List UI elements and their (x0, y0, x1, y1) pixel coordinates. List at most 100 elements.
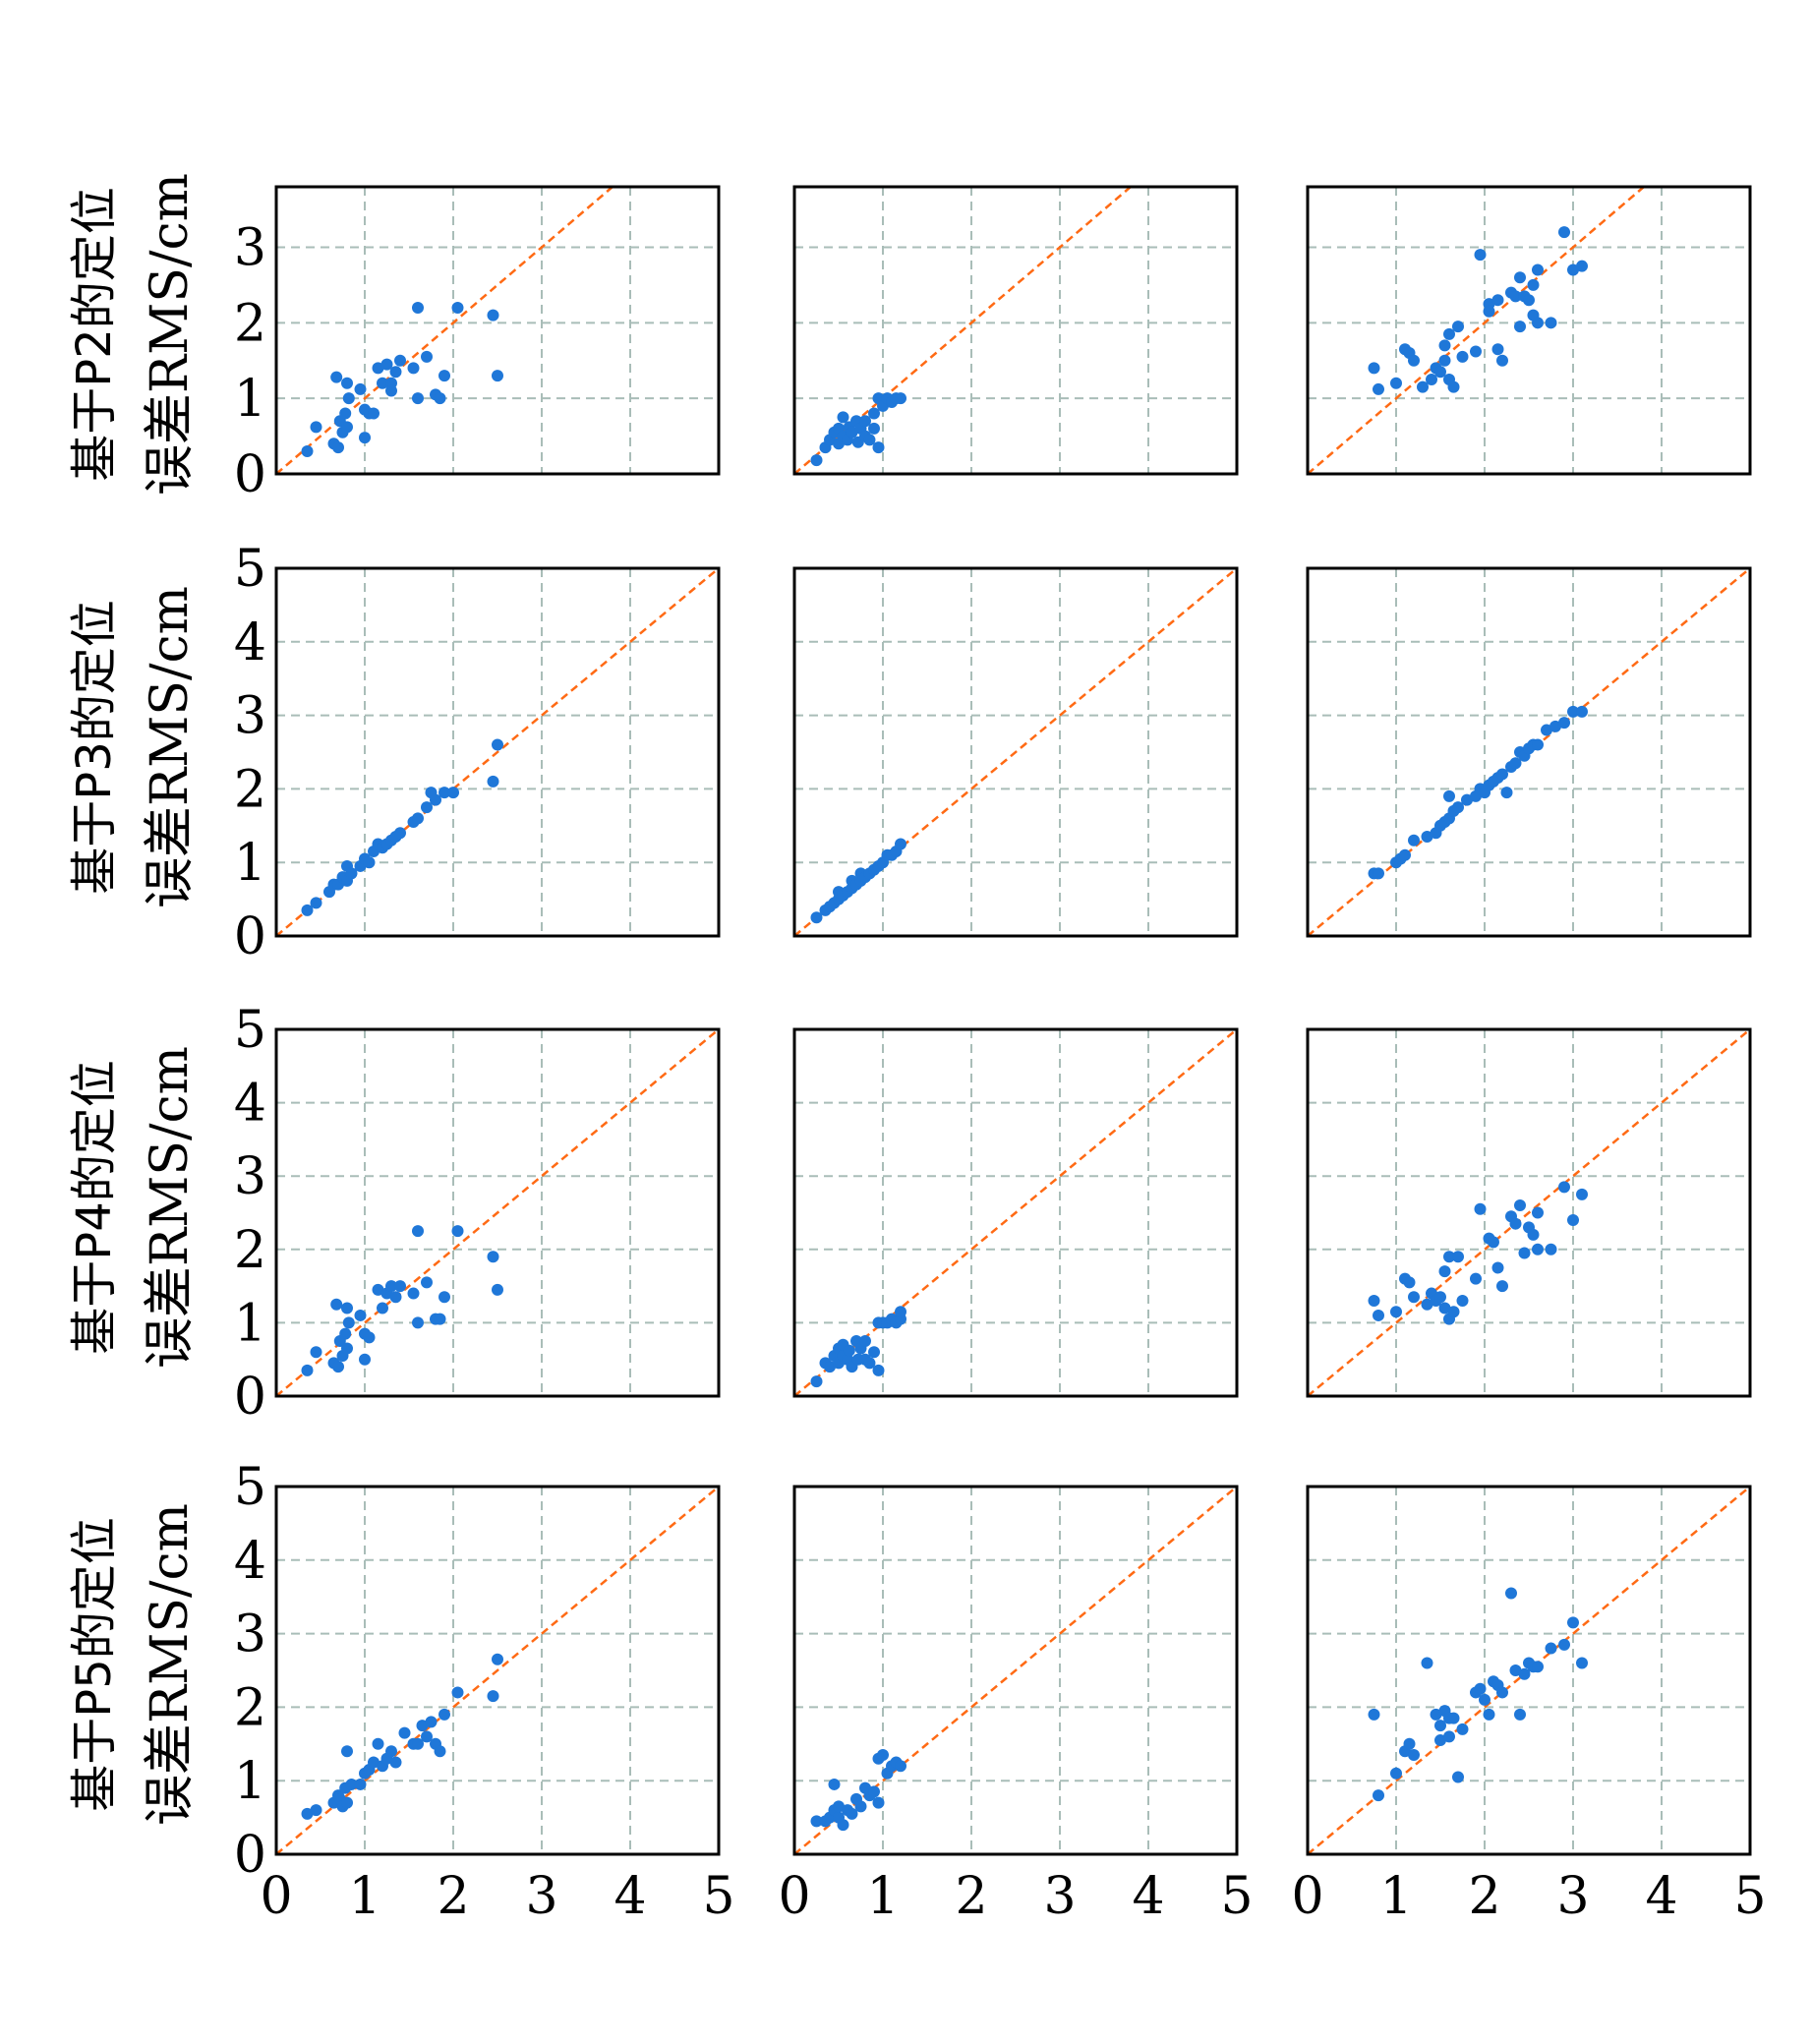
scatter-point (332, 1361, 344, 1373)
scatter-point (1483, 305, 1495, 318)
scatter-point (1496, 1280, 1508, 1293)
scatter-point (1438, 1265, 1451, 1278)
scatter-point (1558, 1181, 1570, 1194)
scatter-point (1373, 1789, 1384, 1802)
diagonal-line (1308, 1029, 1750, 1396)
scatter-point (1509, 1217, 1522, 1230)
scatter-point (487, 1690, 499, 1703)
scatter-point (1456, 350, 1469, 363)
scatter-point (492, 370, 503, 382)
scatter-point (310, 1346, 322, 1359)
scatter-point (1474, 1202, 1487, 1215)
y-tick-label: 3 (234, 1147, 266, 1206)
scatter-point (1408, 1749, 1420, 1762)
scatter-point (1532, 317, 1544, 329)
scatter-point (810, 1815, 823, 1828)
scatter-point (377, 377, 388, 389)
scatter-point (895, 1306, 906, 1318)
row-label-p3-line2: 误差RMS/cm (141, 586, 200, 908)
panel-frame (1306, 185, 1752, 476)
scatter-point (846, 426, 858, 438)
x-tick-label: 3 (1556, 1867, 1589, 1926)
panel-frame (1306, 1027, 1752, 1398)
scatter-point (1549, 720, 1561, 732)
scatter-point (451, 301, 464, 314)
scatter-point (368, 1756, 380, 1769)
row-label-p3-line1: 基于P3的定位 (67, 600, 122, 895)
row-label-p2-line1: 基于P2的定位 (67, 187, 122, 482)
scatter-point (1567, 1616, 1579, 1629)
scatter-point (1509, 757, 1522, 770)
scatter-point (1567, 705, 1579, 718)
scatter-point (332, 441, 344, 454)
scatter-point (345, 867, 358, 880)
scatter-point (341, 421, 353, 434)
x-tick-label: 1 (348, 1867, 380, 1926)
scatter-point (425, 1716, 438, 1728)
scatter-point (1523, 294, 1535, 307)
scatter-point (1447, 380, 1460, 393)
panel-frame (274, 1027, 721, 1398)
scatter-panel-r3-c1: 0 1 2 3 4 5 (234, 1001, 721, 1427)
y-tick-label: 5 (234, 540, 266, 599)
scatter-point (394, 354, 406, 367)
scatter-point (843, 1344, 855, 1357)
scatter-point (430, 793, 441, 806)
scatter-point (810, 1375, 823, 1388)
scatter-point (416, 1720, 429, 1732)
scatter-point (1456, 1723, 1469, 1735)
panel-frame (1306, 566, 1752, 938)
scatter-point (1447, 1306, 1460, 1318)
scatter-point (1470, 1272, 1482, 1285)
scatter-point (1438, 354, 1451, 367)
scatter-point (810, 911, 823, 924)
scatter-point (895, 838, 906, 850)
scatter-point (828, 1778, 841, 1790)
scatter-point (1532, 738, 1544, 751)
scatter-point (1509, 1664, 1522, 1676)
scatter-point (859, 415, 871, 428)
scatter-point (385, 1280, 397, 1293)
x-tick-label: 0 (778, 1867, 810, 1926)
scatter-point (1408, 354, 1420, 367)
scatter-point (1527, 278, 1540, 291)
scatter-panel-r2-c3 (1306, 566, 1752, 938)
scatter-point (1545, 317, 1557, 329)
scatter-point (1532, 1661, 1544, 1673)
scatter-point (846, 1807, 858, 1820)
scatter-point (451, 1686, 464, 1699)
scatter-point (1496, 354, 1508, 367)
y-tick-label: 3 (234, 687, 266, 746)
row-labels: 基于P2的定位 误差RMS/cm 基于P3的定位 误差RMS/cm 基于P4的定… (67, 173, 200, 1826)
scatter-point (1491, 343, 1504, 356)
scatter-point (1390, 1767, 1402, 1780)
panel-frame (274, 185, 721, 476)
scatter-point (872, 1364, 885, 1376)
scatter-point (394, 827, 406, 840)
scatter-point (1545, 1642, 1557, 1655)
scatter-point (330, 371, 343, 383)
scatter-point (1527, 1228, 1540, 1241)
scatter-panel-r2-c2 (792, 566, 1239, 938)
scatter-point (1461, 793, 1473, 806)
diagonal-line (794, 1029, 1237, 1396)
scatter-point (1491, 1261, 1504, 1274)
scatter-point (377, 1302, 388, 1314)
scatter-point (1576, 705, 1588, 718)
y-tick-label: 1 (234, 1752, 266, 1811)
scatter-point (895, 1760, 906, 1773)
scatter-point (1576, 1188, 1588, 1200)
x-tick-label: 1 (866, 1867, 899, 1926)
y-tick-label: 1 (234, 834, 266, 893)
x-tick-label: 3 (1043, 1867, 1076, 1926)
panel-plot-area (794, 1487, 1237, 1854)
scatter-point (1479, 1693, 1491, 1706)
scatter-point (1532, 1206, 1544, 1219)
panel-frame (792, 1027, 1239, 1398)
scatter-point (398, 1726, 411, 1739)
scatter-point (434, 1745, 446, 1758)
scatter-point (341, 1302, 353, 1314)
x-tick-label: 4 (614, 1867, 646, 1926)
panel-frame (792, 185, 1239, 476)
